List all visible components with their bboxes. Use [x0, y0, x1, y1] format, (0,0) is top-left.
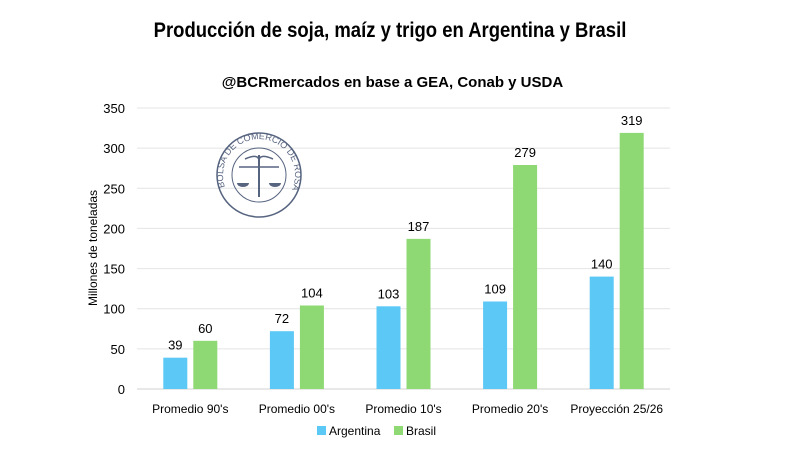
- bar-argentina: [376, 306, 401, 389]
- data-label: 187: [408, 219, 430, 234]
- legend-swatch-brasil: [394, 426, 403, 435]
- data-label: 72: [275, 311, 289, 326]
- legend: Argentina Brasil: [317, 424, 436, 438]
- y-tick-label: 0: [118, 382, 125, 397]
- x-tick-label: Promedio 20's: [472, 402, 548, 416]
- data-label: 104: [301, 286, 323, 301]
- bar-argentina: [483, 301, 508, 389]
- legend-label-argentina: Argentina: [329, 424, 381, 438]
- chart-subtitle: @BCRmercados en base a GEA, Conab y USDA: [221, 74, 564, 91]
- data-label: 103: [378, 286, 400, 301]
- x-tick-label: Promedio 90's: [152, 402, 228, 416]
- data-label: 60: [198, 321, 212, 336]
- x-tick-label: Proyección 25/26: [570, 402, 663, 416]
- bar-argentina: [589, 276, 614, 389]
- legend-swatch-argentina: [317, 426, 326, 435]
- data-label: 109: [484, 281, 506, 296]
- watermark-logo: BOLSA DE COMERCIO DE ROSARIO: [215, 131, 303, 218]
- data-label: 319: [621, 113, 643, 128]
- y-axis-label: Millones de toneladas: [86, 190, 100, 306]
- y-tick-label: 150: [103, 262, 125, 277]
- bar-brasil: [193, 340, 218, 389]
- bar-brasil: [406, 238, 431, 389]
- chart-title: Producción de soja, maíz y trigo en Arge…: [153, 19, 627, 42]
- bar-brasil: [619, 132, 644, 390]
- y-tick-label: 50: [111, 342, 125, 357]
- data-label: 39: [168, 338, 182, 353]
- data-label: 279: [514, 145, 536, 160]
- data-label: 140: [591, 257, 613, 272]
- y-tick-label: 350: [103, 101, 125, 116]
- y-tick-label: 200: [103, 221, 125, 236]
- bar-argentina: [269, 331, 294, 389]
- bar-brasil: [513, 165, 538, 389]
- legend-label-brasil: Brasil: [406, 424, 436, 438]
- y-tick-label: 300: [103, 141, 125, 156]
- bar-argentina: [163, 357, 188, 389]
- y-tick-label: 250: [103, 181, 125, 196]
- x-tick-label: Promedio 00's: [259, 402, 335, 416]
- bar-brasil: [299, 305, 324, 389]
- x-tick-label: Promedio 10's: [365, 402, 441, 416]
- y-tick-label: 100: [103, 302, 125, 317]
